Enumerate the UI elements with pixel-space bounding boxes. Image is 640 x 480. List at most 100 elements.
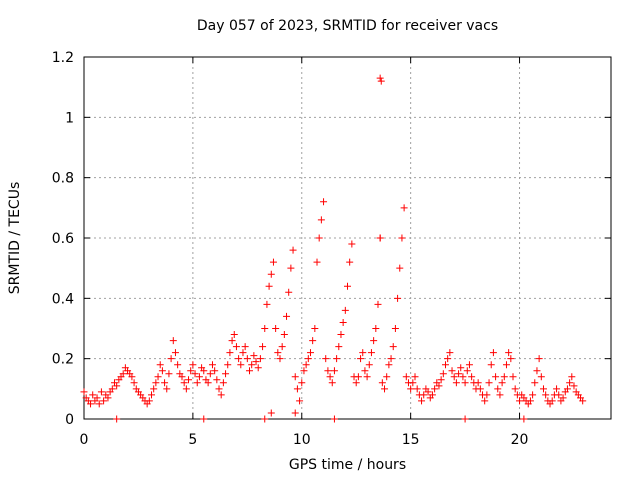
data-point <box>579 397 587 405</box>
data-point <box>337 331 345 339</box>
data-point <box>535 355 543 363</box>
y-tick-label: 0 <box>65 412 74 428</box>
data-point <box>217 391 225 399</box>
data-point <box>383 373 391 381</box>
data-point <box>526 397 534 405</box>
data-point <box>276 355 284 363</box>
data-point <box>444 355 452 363</box>
data-point <box>237 361 245 369</box>
data-point <box>354 373 362 381</box>
data-point <box>420 391 428 399</box>
data-point <box>302 361 310 369</box>
data-point <box>224 361 232 369</box>
y-tick-label: 0.6 <box>52 231 74 247</box>
data-point <box>265 282 273 290</box>
data-point <box>232 343 240 351</box>
data-point <box>119 370 127 378</box>
data-point <box>87 400 95 408</box>
y-tick-label: 0.4 <box>52 291 74 307</box>
data-point <box>306 349 314 357</box>
data-point <box>259 343 267 351</box>
data-point <box>457 364 465 372</box>
data-point <box>352 379 360 387</box>
data-point <box>452 379 460 387</box>
data-point <box>278 343 286 351</box>
data-point <box>548 397 556 405</box>
data-point <box>100 397 108 405</box>
data-point <box>496 391 504 399</box>
data-point <box>235 355 243 363</box>
data-point <box>226 349 234 357</box>
data-point <box>191 370 199 378</box>
data-point <box>459 373 467 381</box>
data-point <box>492 373 500 381</box>
data-point <box>570 382 578 390</box>
data-point <box>529 391 537 399</box>
data-point <box>269 258 277 266</box>
data-point <box>261 325 269 332</box>
grid <box>84 57 611 419</box>
data-point <box>376 74 384 82</box>
data-point <box>291 373 299 381</box>
data-point <box>169 337 177 345</box>
data-point <box>335 343 343 351</box>
data-point <box>195 373 203 381</box>
x-tick-label: 5 <box>188 432 197 448</box>
data-point <box>396 264 404 272</box>
data-point <box>531 379 539 387</box>
data-point <box>400 204 408 212</box>
data-point <box>193 379 201 387</box>
data-point <box>367 349 375 357</box>
data-point <box>291 409 299 417</box>
data-point <box>542 391 550 399</box>
data-point <box>511 385 519 393</box>
data-point <box>485 379 493 387</box>
plot-frame <box>83 56 612 420</box>
data-point <box>363 373 371 381</box>
data-point <box>539 385 547 393</box>
data-point <box>204 379 212 387</box>
data-point <box>411 373 419 381</box>
data-point <box>158 367 166 375</box>
x-tick-label: 10 <box>293 432 311 448</box>
data-point <box>516 397 524 405</box>
data-point <box>533 367 541 375</box>
data-point <box>185 376 193 384</box>
data-point <box>409 379 417 387</box>
data-point <box>309 337 317 345</box>
data-point <box>243 355 251 363</box>
data-point <box>248 361 256 369</box>
data-point <box>161 379 169 387</box>
data-point <box>241 343 249 351</box>
data-point <box>559 394 567 402</box>
data-point <box>381 385 389 393</box>
data-point <box>187 367 195 375</box>
data-point <box>322 355 330 363</box>
data-point <box>537 373 545 381</box>
data-point <box>428 391 436 399</box>
data-point <box>376 234 384 242</box>
data-point <box>553 385 561 393</box>
data-point <box>313 258 321 266</box>
data-point <box>296 397 304 405</box>
data-point <box>378 379 386 387</box>
data-point <box>474 379 482 387</box>
data-point <box>402 373 410 381</box>
data-point <box>341 306 349 314</box>
data-point <box>448 367 456 375</box>
data-point <box>300 367 308 375</box>
data-point <box>370 337 378 345</box>
data-point <box>252 358 260 366</box>
data-point <box>211 367 219 375</box>
data-point <box>424 388 432 396</box>
data-point <box>267 409 275 417</box>
data-point <box>222 370 230 378</box>
x-tick-label: 20 <box>511 432 529 448</box>
data-point <box>213 376 221 384</box>
data-point <box>361 367 369 375</box>
data-point <box>154 373 162 381</box>
data-point <box>287 264 295 272</box>
data-point <box>455 370 463 378</box>
y-tick-label: 1 <box>65 110 74 126</box>
data-point <box>348 240 356 248</box>
